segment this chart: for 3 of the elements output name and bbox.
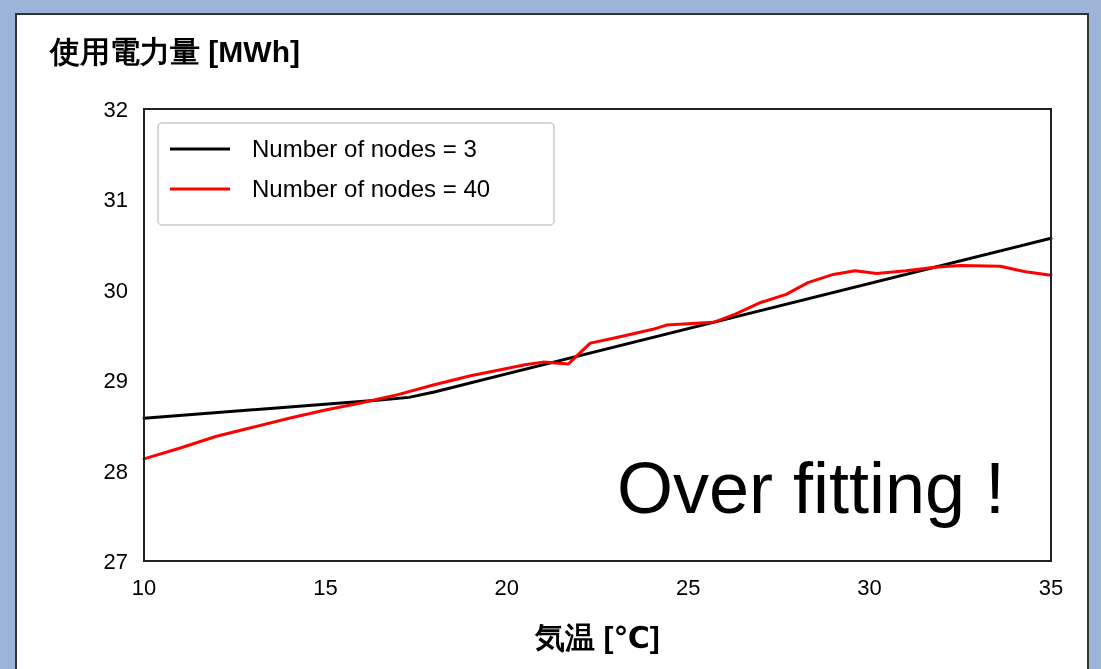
xlabel: 気温 [℃]: [535, 621, 660, 654]
annotation: Over fitting !: [616, 448, 1005, 528]
ylabel: 使用電力量 [MWh]: [50, 35, 300, 68]
